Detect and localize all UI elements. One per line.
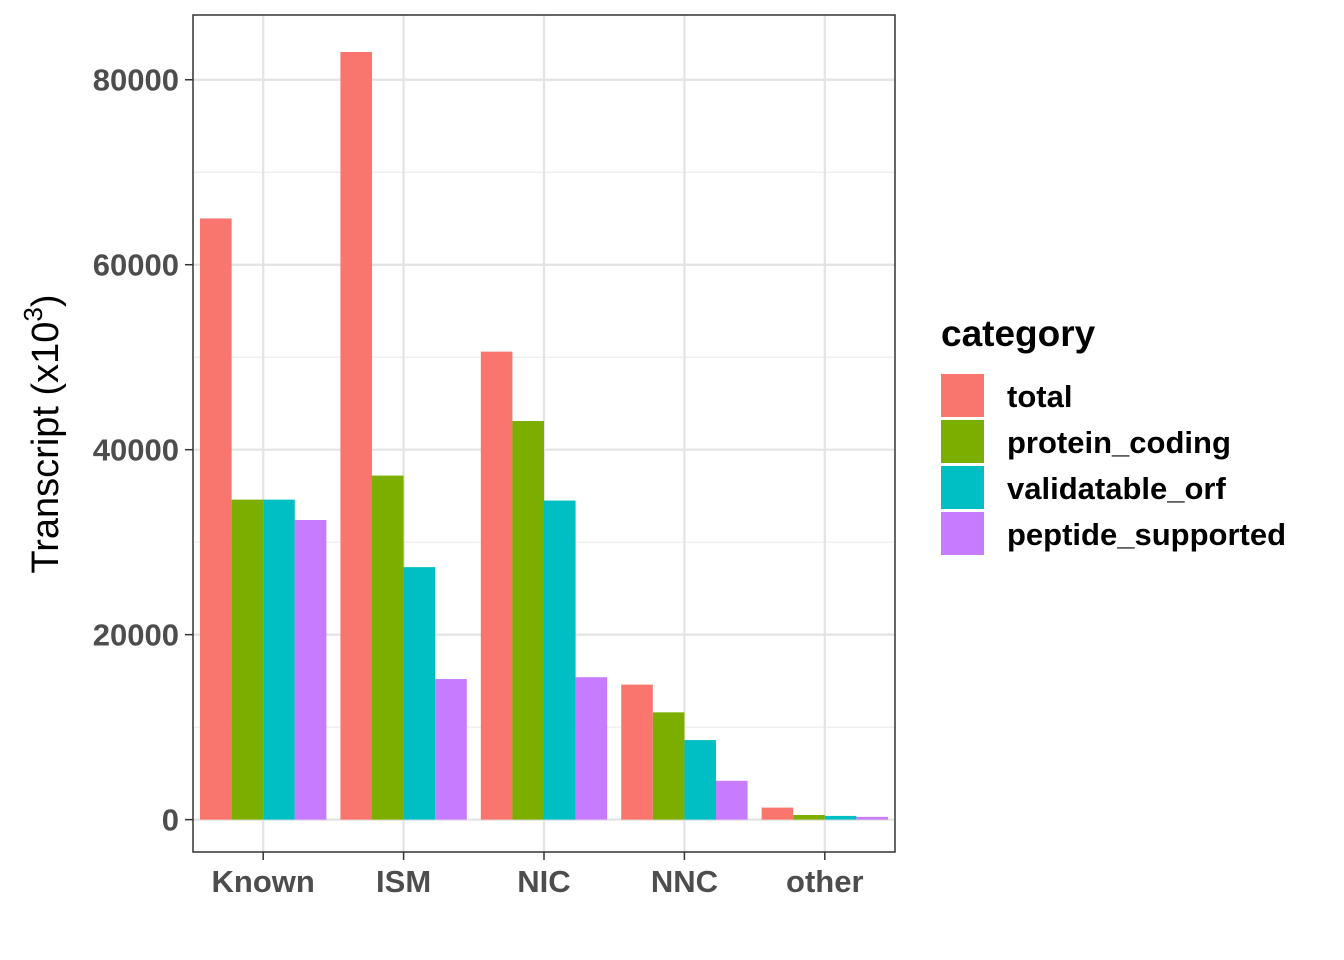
bar-protein_coding-NIC <box>512 421 544 820</box>
legend-swatch-validatable_orf <box>941 466 984 509</box>
bar-validatable_orf-NIC <box>544 500 576 820</box>
bar-validatable_orf-NNC <box>684 740 716 820</box>
legend-swatch-peptide_supported <box>941 512 984 555</box>
x-tick-label: other <box>786 864 864 899</box>
bar-total-NNC <box>621 684 653 820</box>
bar-validatable_orf-other <box>824 815 857 820</box>
bar-protein_coding-other <box>793 815 825 820</box>
bar-protein_coding-NNC <box>652 712 685 820</box>
bar-protein_coding-ISM <box>372 475 404 820</box>
y-axis: 0 20000 40000 60000 80000 <box>93 63 193 838</box>
y-tick-label: 80000 <box>93 63 179 98</box>
x-tick-label: NIC <box>517 864 570 899</box>
y-tick-label: 0 <box>162 803 179 838</box>
legend: category total protein_coding validatable_… <box>941 313 1286 555</box>
bar-total-ISM <box>340 51 373 820</box>
bar-peptide_supported-ISM <box>435 679 467 820</box>
bar-peptide_supported-NNC <box>715 780 748 820</box>
y-tick-label: 40000 <box>93 433 179 468</box>
bar-peptide_supported-other <box>856 816 888 820</box>
bar-peptide_supported-NIC <box>575 677 608 820</box>
legend-label-protein_coding: protein_coding <box>1007 425 1231 460</box>
legend-title: category <box>941 313 1096 354</box>
bar-total-other <box>761 807 794 820</box>
x-axis: Known ISM NIC NNC other <box>212 852 864 899</box>
legend-swatch-total <box>941 374 984 417</box>
x-tick-label: Known <box>212 864 315 899</box>
y-tick-label: 20000 <box>93 618 179 653</box>
legend-label-total: total <box>1007 379 1072 414</box>
bar-protein_coding-Known <box>231 499 264 820</box>
bar-peptide_supported-Known <box>294 519 327 820</box>
bar-validatable_orf-ISM <box>403 567 436 820</box>
bar-validatable_orf-Known <box>263 499 295 820</box>
x-tick-label: NNC <box>651 864 718 899</box>
legend-label-validatable_orf: validatable_orf <box>1007 471 1226 506</box>
legend-label-peptide_supported: peptide_supported <box>1007 517 1286 552</box>
y-tick-label: 60000 <box>93 248 179 283</box>
legend-swatch-protein_coding <box>941 420 984 463</box>
bar-total-NIC <box>480 351 513 820</box>
y-axis-title: Transcript (x103) <box>18 294 67 573</box>
x-tick-label: ISM <box>376 864 431 899</box>
bars <box>200 51 888 820</box>
bar-total-Known <box>200 218 232 820</box>
